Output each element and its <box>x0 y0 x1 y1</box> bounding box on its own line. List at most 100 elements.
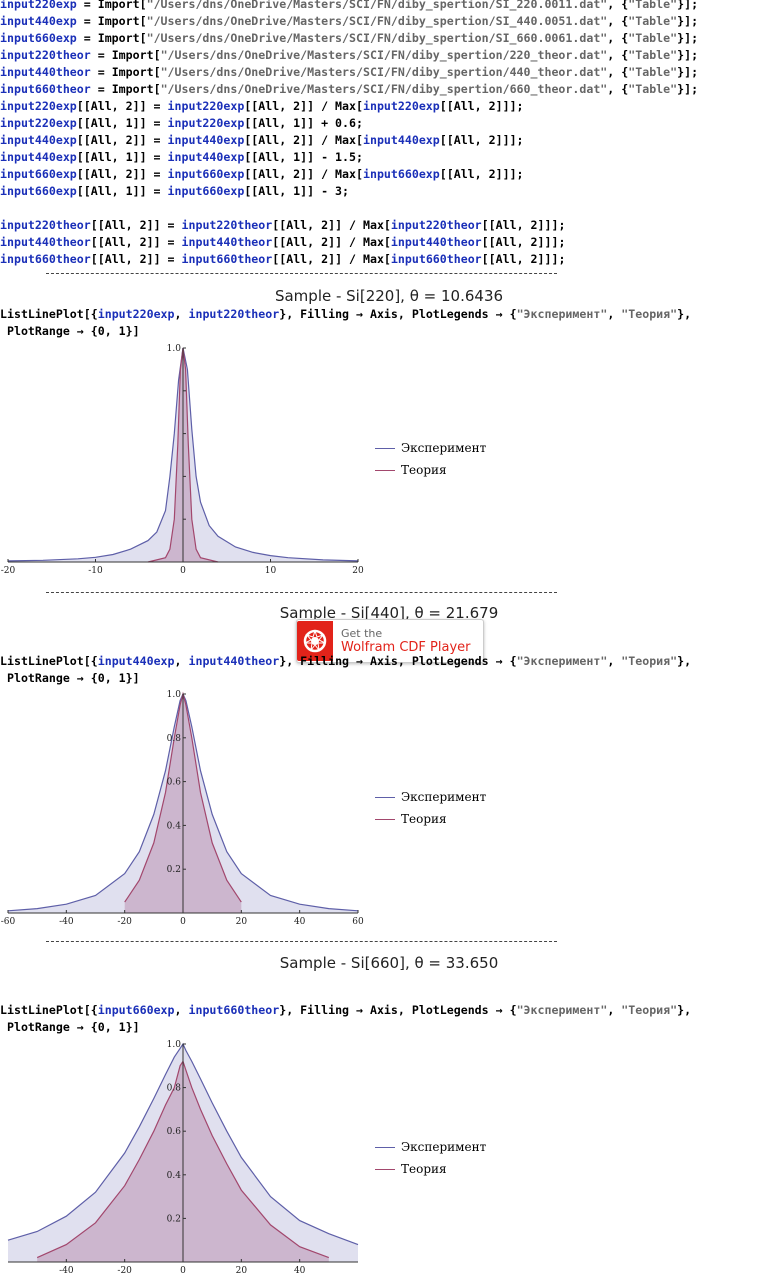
code-string: "Table" <box>628 31 678 45</box>
code-variable: input220theor <box>390 218 482 232</box>
cdf-banner-line1: Get the <box>341 626 383 640</box>
code-variable: input440theor <box>181 235 273 249</box>
cdf-player-banner[interactable]: Get the Wolfram CDF Player <box>296 619 484 663</box>
code-line[interactable]: input440exp = Import["/Users/dns/OneDriv… <box>0 13 778 30</box>
code-variable: input660exp <box>167 167 245 181</box>
code-variable: input440exp <box>0 14 77 28</box>
code-variable: input440exp <box>0 150 77 164</box>
y-tick-label: 0.6 <box>167 1127 182 1137</box>
code-token: [[All, 2]] / Max[ <box>244 99 363 113</box>
code-token: ListLinePlot[{ <box>0 1003 98 1017</box>
code-line[interactable]: input660theor[[All, 2]] = input660theor[… <box>0 251 778 268</box>
code-token: }, Filling → Axis, PlotLegends → { <box>279 307 517 321</box>
code-line[interactable]: ListLinePlot[{input440exp, input440theor… <box>0 653 778 670</box>
code-line[interactable]: input660exp[[All, 1]] = input660exp[[All… <box>0 183 778 200</box>
code-string: "Table" <box>628 82 678 96</box>
code-token: PlotRange → {0, 1}] <box>0 324 140 338</box>
code-token: [[All, 2]] = <box>90 252 182 266</box>
code-variable: input220theor <box>181 218 273 232</box>
code-token: , <box>174 654 189 668</box>
x-tick-label: -40 <box>59 917 74 927</box>
code-line[interactable]: input660exp[[All, 2]] = input660exp[[All… <box>0 166 778 183</box>
code-variable: input660exp <box>362 167 440 181</box>
legend-label-theor: Теория <box>401 463 447 477</box>
code-line[interactable]: input660exp = Import["/Users/dns/OneDriv… <box>0 30 778 47</box>
code-token: [[All, 1]] = <box>76 184 168 198</box>
code-variable: input220exp <box>0 99 77 113</box>
code-variable: input440exp <box>167 150 245 164</box>
code-line[interactable]: PlotRange → {0, 1}] <box>0 323 778 340</box>
x-tick-label: 0 <box>180 917 186 927</box>
x-tick-label: 40 <box>294 917 306 927</box>
code-string: "Теория" <box>621 654 678 668</box>
code-line[interactable]: input220theor[[All, 2]] = input220theor[… <box>0 217 778 234</box>
separator-3 <box>46 941 557 942</box>
code-string: "Table" <box>628 48 678 62</box>
code-token: , <box>607 1003 622 1017</box>
code-variable: input660theor <box>390 252 482 266</box>
code-token: , <box>174 307 189 321</box>
code-string: "/Users/dns/OneDrive/Masters/SCI/FN/diby… <box>160 65 608 79</box>
code-variable: input440exp <box>167 133 245 147</box>
code-variable: input220exp <box>167 116 245 130</box>
code-token: , { <box>607 48 629 62</box>
code-listlineplot-440[interactable]: ListLinePlot[{input440exp, input440theor… <box>0 653 778 687</box>
code-variable: input660exp <box>97 1003 175 1017</box>
code-line[interactable]: input440theor[[All, 2]] = input440theor[… <box>0 234 778 251</box>
code-token: [[All, 2]] / Max[ <box>272 218 391 232</box>
code-line[interactable]: PlotRange → {0, 1}] <box>0 670 778 687</box>
code-token: [[All, 1]] - 3; <box>244 184 350 198</box>
code-token: }, <box>677 654 692 668</box>
code-block-imports[interactable]: input220exp = Import["/Users/dns/OneDriv… <box>0 0 778 268</box>
code-token: [[All, 1]] = <box>76 116 168 130</box>
section-heading-440: Sample - Si[440], θ = 21.679 <box>279 604 499 622</box>
code-line[interactable]: input220exp[[All, 2]] = input220exp[[All… <box>0 98 778 115</box>
code-token: [[All, 2]] = <box>90 218 182 232</box>
code-string: "Эксперимент" <box>516 1003 608 1017</box>
code-string: "/Users/dns/OneDrive/Masters/SCI/FN/diby… <box>160 48 608 62</box>
y-tick-label: 0.8 <box>167 1084 182 1094</box>
chart-660: -40 -20 0 20 40 0.2 0.4 0.6 0.8 1.0 <box>7 1040 359 1276</box>
code-line[interactable]: input660theor = Import["/Users/dns/OneDr… <box>0 81 778 98</box>
legend-swatch-exp <box>375 447 395 449</box>
code-line[interactable]: input440exp[[All, 1]] = input440exp[[All… <box>0 149 778 166</box>
cdf-banner-line2: Wolfram CDF Player <box>341 639 471 655</box>
code-token: }, Filling → Axis, PlotLegends → { <box>279 654 517 668</box>
code-token: [[All, 1]] - 1.5; <box>244 150 363 164</box>
code-variable: input440exp <box>362 133 440 147</box>
code-line[interactable]: input440theor = Import["/Users/dns/OneDr… <box>0 64 778 81</box>
legend-label-exp: Эксперимент <box>401 441 487 455</box>
code-token: [[All, 2]] / Max[ <box>244 133 363 147</box>
code-token: , { <box>607 65 629 79</box>
y-tick-label: 1.0 <box>167 344 182 354</box>
code-token: [[All, 1]] + 0.6; <box>244 116 363 130</box>
legend-label-exp: Эксперимент <box>401 1140 487 1154</box>
code-listlineplot-660[interactable]: ListLinePlot[{input660exp, input660theor… <box>0 1002 778 1036</box>
code-line[interactable] <box>0 200 778 217</box>
code-line[interactable]: ListLinePlot[{input220exp, input220theor… <box>0 306 778 323</box>
code-string: "/Users/dns/OneDrive/Masters/SCI/FN/diby… <box>146 0 608 11</box>
legend-swatch-theor <box>375 469 395 471</box>
code-token: , { <box>607 0 629 11</box>
code-token: = Import[ <box>76 0 147 11</box>
code-line[interactable]: input440exp[[All, 2]] = input440exp[[All… <box>0 132 778 149</box>
code-token: }]; <box>677 31 699 45</box>
code-variable: input440theor <box>0 235 91 249</box>
legend-660: Эксперимент Теория <box>375 1136 486 1180</box>
code-listlineplot-220[interactable]: ListLinePlot[{input220exp, input220theor… <box>0 306 778 340</box>
code-string: "/Users/dns/OneDrive/Masters/SCI/FN/diby… <box>160 82 608 96</box>
code-line[interactable]: ListLinePlot[{input660exp, input660theor… <box>0 1002 778 1019</box>
separator-1 <box>46 273 557 274</box>
code-line[interactable]: input220theor = Import["/Users/dns/OneDr… <box>0 47 778 64</box>
code-line[interactable]: PlotRange → {0, 1}] <box>0 1019 778 1036</box>
code-variable: input660theor <box>0 82 91 96</box>
code-variable: input220theor <box>188 307 280 321</box>
code-line[interactable]: input220exp[[All, 1]] = input220exp[[All… <box>0 115 778 132</box>
code-line[interactable]: input220exp = Import["/Users/dns/OneDriv… <box>0 0 778 13</box>
x-tick-label: -10 <box>88 566 103 576</box>
code-variable: input220theor <box>0 218 91 232</box>
code-token: , <box>607 307 622 321</box>
x-tick-label: -20 <box>1 566 16 576</box>
code-token: }]; <box>677 14 699 28</box>
code-variable: input440theor <box>0 65 91 79</box>
